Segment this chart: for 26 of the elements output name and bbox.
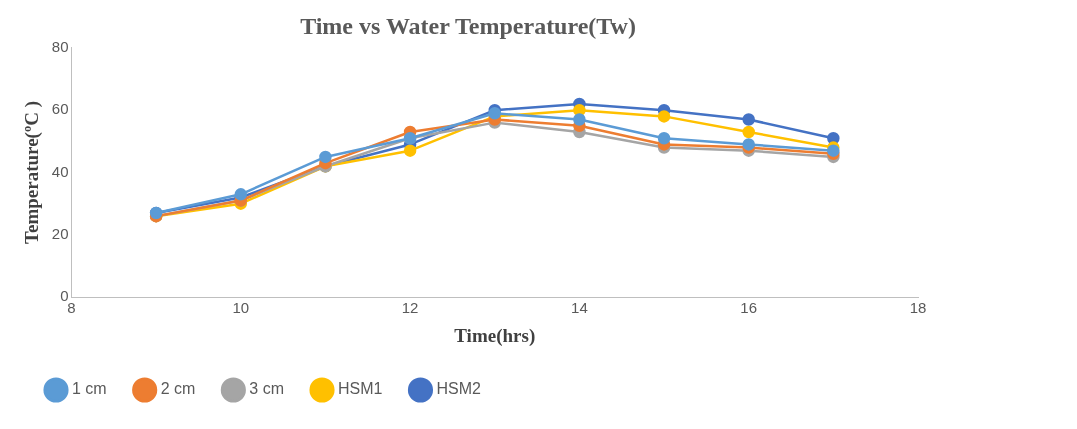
x-tick-label: 10 (232, 299, 250, 317)
legend-label: 1 cm (72, 380, 107, 398)
legend-label: HSM1 (338, 380, 383, 398)
y-tick-label: 20 (51, 224, 69, 242)
y-tick-label: 80 (51, 37, 69, 55)
y-tick-label: 40 (51, 162, 69, 180)
x-tick-label: 14 (571, 299, 588, 317)
legend-label: 2 cm (160, 380, 196, 398)
point (657, 110, 671, 123)
point (742, 125, 755, 139)
y-tick-label: 0 (60, 287, 69, 305)
legend-label: 3 cm (249, 380, 285, 398)
x-tick-label: 16 (740, 299, 758, 317)
point (403, 144, 417, 157)
x-tick-label: 18 (909, 299, 927, 317)
x-axis-title: Time(hrs) (454, 324, 536, 347)
point (319, 150, 332, 164)
legend-label: HSM2 (436, 380, 482, 398)
y-tick-label: 60 (51, 100, 69, 118)
point (573, 113, 586, 126)
chart-title: Time vs Water Temperature(Tw) (300, 12, 636, 39)
point (742, 113, 755, 126)
point (657, 131, 671, 145)
x-tick-label: 12 (401, 299, 419, 317)
x-tick-label: 8 (67, 299, 76, 317)
y-axis-title: Temperature(ºC ) (21, 101, 44, 244)
